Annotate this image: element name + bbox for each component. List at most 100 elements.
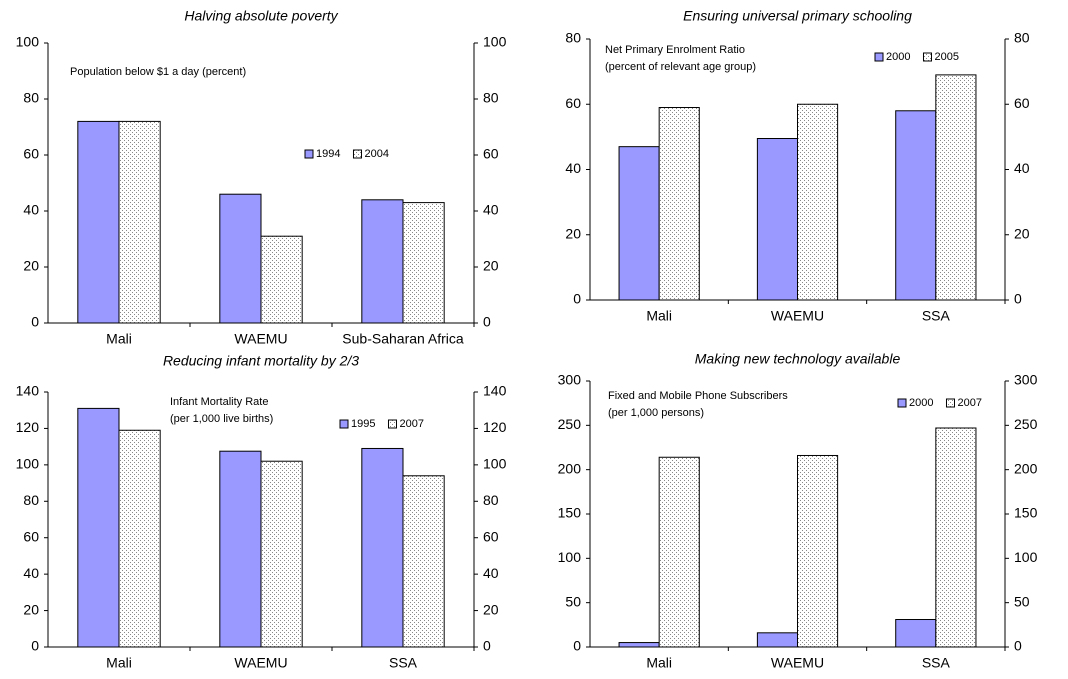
bar (797, 454, 839, 648)
y-tick-label: 100 (558, 549, 582, 565)
y-tick-label: 250 (558, 416, 582, 432)
y-tick-label: 40 (23, 565, 39, 581)
y-tick-label: 100 (16, 456, 40, 472)
annotation: Net Primary Enrolment Ratio (605, 44, 745, 56)
annotation: (percent of relevant age group) (605, 61, 756, 73)
legend-swatch (874, 52, 884, 62)
y-tick-label: 80 (23, 492, 39, 508)
x-tick-label: Sub-Saharan Africa (342, 331, 464, 347)
y-tick-label: 100 (16, 34, 40, 50)
x-tick-label: SSA (922, 655, 951, 671)
bar (260, 235, 303, 324)
chart-title: Halving absolute poverty (184, 8, 338, 24)
y2-tick-label: 200 (1014, 460, 1038, 476)
y-tick-label: 200 (558, 460, 582, 476)
y2-tick-label: 300 (1014, 372, 1038, 388)
bar (935, 74, 977, 301)
y-tick-label: 20 (23, 601, 39, 617)
bar (402, 202, 445, 324)
x-tick-label: SSA (389, 655, 418, 671)
y2-tick-label: 100 (483, 34, 507, 50)
chart-title: Ensuring universal primary schooling (683, 8, 912, 24)
legend-label: 2007 (957, 397, 981, 409)
legend-swatch (897, 398, 907, 408)
bar (402, 475, 445, 648)
chart-title: Making new technology available (695, 351, 901, 367)
x-tick-label: SSA (922, 308, 951, 324)
legend-swatch (922, 52, 932, 62)
y-tick-label: 0 (573, 638, 581, 654)
annotation: (per 1,000 persons) (608, 407, 704, 419)
bar (118, 429, 161, 648)
bar (77, 120, 120, 324)
bar (219, 193, 262, 324)
y-tick-label: 120 (16, 419, 40, 435)
y-tick-label: 80 (23, 90, 39, 106)
y2-tick-label: 80 (483, 90, 499, 106)
bar (756, 138, 799, 301)
legend-swatch (387, 419, 397, 429)
y-tick-label: 0 (573, 291, 581, 307)
bar (797, 103, 839, 301)
bar (895, 110, 937, 301)
chart-title: Reducing infant mortality by 2/3 (163, 353, 359, 369)
y2-tick-label: 0 (1014, 291, 1022, 307)
bar (361, 447, 404, 648)
bar (756, 632, 799, 648)
annotation: Infant Mortality Rate (170, 396, 268, 408)
x-tick-label: WAEMU (771, 655, 824, 671)
y2-tick-label: 20 (483, 258, 499, 274)
y-tick-label: 40 (23, 202, 39, 218)
y-tick-label: 150 (558, 505, 582, 521)
bar (618, 146, 660, 301)
legend-label: 2007 (399, 418, 423, 430)
y2-tick-label: 40 (483, 202, 499, 218)
y2-tick-label: 40 (483, 565, 499, 581)
y-tick-label: 20 (565, 225, 581, 241)
legend-swatch (945, 398, 955, 408)
x-tick-label: WAEMU (234, 331, 287, 347)
y-tick-label: 50 (565, 593, 581, 609)
y2-tick-label: 0 (1014, 638, 1022, 654)
legend-swatch (304, 149, 314, 159)
x-tick-label: WAEMU (234, 655, 287, 671)
bar (361, 199, 404, 324)
legend-label: 2000 (909, 397, 933, 409)
y-tick-label: 300 (558, 372, 582, 388)
y2-tick-label: 60 (483, 528, 499, 544)
annotation: (per 1,000 live births) (170, 413, 273, 425)
bar (260, 460, 303, 648)
y2-tick-label: 0 (483, 314, 491, 330)
x-tick-label: Mali (106, 655, 132, 671)
bar (219, 450, 262, 648)
legend-label: 2004 (364, 148, 388, 160)
y2-tick-label: 150 (1014, 505, 1038, 521)
y2-tick-label: 120 (483, 419, 507, 435)
y2-tick-label: 40 (1014, 160, 1030, 176)
y-tick-label: 60 (23, 528, 39, 544)
y2-tick-label: 60 (483, 146, 499, 162)
y2-tick-label: 60 (1014, 95, 1030, 111)
x-tick-label: Mali (646, 308, 672, 324)
y-tick-label: 80 (565, 30, 581, 46)
legend-label: 2005 (934, 51, 958, 63)
bar (895, 619, 937, 648)
legend-swatch (339, 419, 349, 429)
legend-label: 2000 (886, 51, 910, 63)
bar (935, 427, 977, 648)
y2-tick-label: 100 (1014, 549, 1038, 565)
y2-tick-label: 0 (483, 638, 491, 654)
legend-label: 1994 (316, 148, 340, 160)
y-tick-label: 0 (31, 638, 39, 654)
bar (658, 456, 700, 648)
y2-tick-label: 80 (483, 492, 499, 508)
x-tick-label: Mali (106, 331, 132, 347)
legend-label: 1995 (351, 418, 375, 430)
y-tick-label: 60 (565, 95, 581, 111)
y-tick-label: 0 (31, 314, 39, 330)
legend-swatch (352, 149, 362, 159)
bar (118, 120, 161, 324)
bar (77, 407, 120, 648)
y-tick-label: 40 (565, 160, 581, 176)
